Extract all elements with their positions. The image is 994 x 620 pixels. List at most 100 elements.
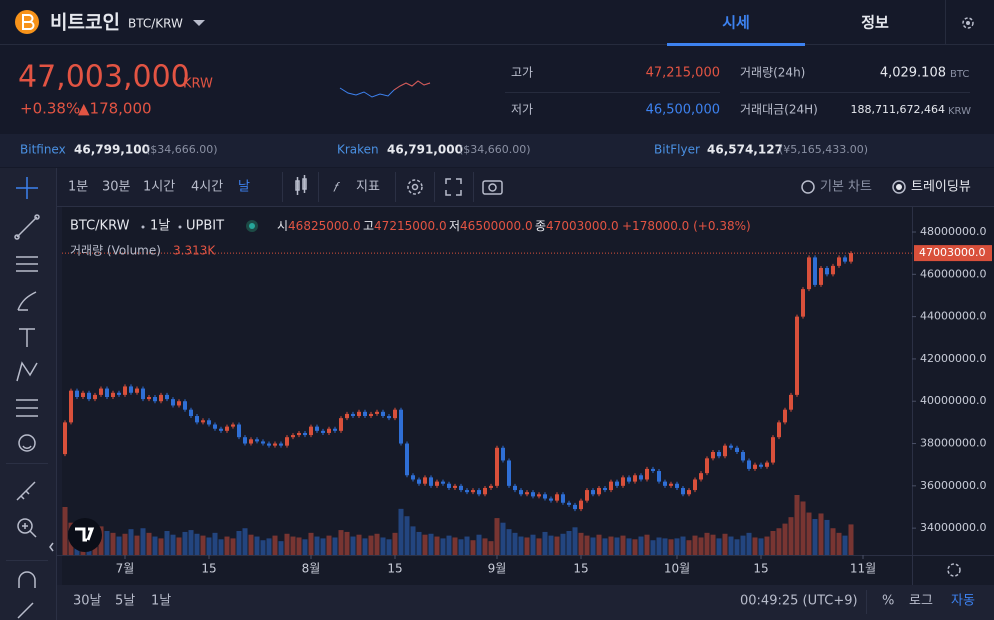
volume-bar — [146, 532, 152, 555]
volume-bar — [134, 535, 140, 555]
tradingview-logo[interactable] — [68, 518, 102, 552]
interval[interactable]: 1시간 — [143, 180, 175, 195]
volume-bar — [596, 534, 602, 555]
range[interactable]: 30날 — [73, 594, 102, 609]
volume-bar — [692, 535, 698, 555]
fullscreen-button[interactable] — [445, 178, 462, 196]
interval[interactable]: 30분 — [102, 180, 131, 195]
candle-body — [129, 386, 133, 393]
ohlc-label: 고 — [363, 219, 374, 233]
scale-option[interactable]: % — [882, 594, 894, 609]
interval[interactable]: 1분 — [68, 180, 88, 195]
candle-body — [375, 411, 379, 414]
volume-bar — [680, 536, 686, 555]
volume-bar — [674, 538, 680, 555]
separator-dot — [141, 225, 145, 229]
tab[interactable]: 시세 — [722, 14, 750, 32]
stat-label: 고가 — [511, 66, 533, 80]
volume-bar — [452, 537, 458, 555]
candle-body — [723, 445, 727, 457]
candle-body — [303, 432, 307, 436]
candle-body — [753, 464, 757, 469]
volume-bar — [518, 536, 524, 555]
candle-body — [117, 392, 121, 395]
scale-option[interactable]: 로그 — [909, 594, 933, 609]
x-tick-label: 15 — [387, 562, 402, 576]
candle-body — [279, 443, 283, 446]
volume-bar — [440, 538, 446, 555]
candle-body — [771, 437, 775, 463]
dropdown[interactable] — [193, 20, 205, 26]
volume-bar — [344, 531, 350, 555]
bottom-bar — [57, 585, 994, 620]
collapse-arrow[interactable] — [49, 542, 54, 552]
candle-body — [465, 490, 469, 493]
scale-settings[interactable] — [947, 563, 961, 577]
exchange-name[interactable]: Kraken — [337, 143, 379, 157]
divider — [6, 560, 48, 561]
tab[interactable]: 정보 — [861, 14, 889, 32]
candle-type-button[interactable] — [295, 175, 307, 195]
legend-exchange: UPBIT — [186, 219, 224, 234]
change-rate: +0.38% — [20, 100, 80, 118]
candle-body — [411, 475, 415, 480]
interval[interactable]: 날 — [238, 180, 250, 195]
range[interactable]: 1날 — [151, 594, 171, 609]
last-price-label: 47003000.0 — [919, 246, 985, 259]
volume-bar — [848, 524, 854, 555]
volume-bar — [140, 528, 146, 555]
radio[interactable] — [892, 180, 906, 194]
candle-body — [135, 388, 139, 393]
price-scale-border — [912, 206, 913, 585]
price: 47,003,000 — [18, 60, 190, 95]
volume-bar — [842, 535, 848, 555]
exchange-price: 46,791,000 — [387, 143, 463, 157]
drawing-tools[interactable] — [14, 177, 40, 619]
volume-bar — [302, 539, 308, 555]
x-tick-label: 9월 — [488, 562, 507, 576]
radio[interactable] — [801, 180, 815, 194]
candle-body — [735, 447, 739, 452]
candle-body — [207, 420, 211, 425]
interval[interactable]: 4시간 — [191, 180, 223, 195]
screenshot-button[interactable] — [482, 180, 503, 195]
candle-body — [381, 411, 385, 417]
x-tick-label: 15 — [201, 562, 216, 576]
exchange-usd: ($34,666.00) — [146, 143, 218, 156]
candle-body — [699, 473, 703, 480]
candle-body — [717, 451, 721, 457]
candle-body — [111, 392, 115, 397]
candle-body — [249, 439, 253, 444]
axes: 34000000.0 36000000.0 38000000.0 40000000.0… — [116, 225, 992, 576]
candle-body — [105, 388, 109, 397]
exchange-name[interactable]: BitFlyer — [654, 143, 700, 157]
legend-symbol: BTC/KRW — [70, 219, 130, 234]
candle-body — [747, 460, 751, 469]
candle-body — [333, 428, 337, 431]
volume-bar — [506, 529, 512, 555]
volume-bar — [176, 537, 182, 555]
candle-body — [357, 411, 361, 417]
fx-icon[interactable]: 𝑓 — [333, 181, 340, 196]
candle-body — [651, 468, 655, 472]
settings-button[interactable] — [407, 179, 423, 195]
settings[interactable] — [962, 17, 974, 29]
candle-body — [255, 439, 259, 442]
scale-option[interactable]: 자동 — [951, 594, 975, 609]
volume-bar — [836, 532, 842, 555]
indicator-button[interactable]: 지표 — [356, 180, 380, 195]
exchange-name[interactable]: Bitfinex — [20, 143, 66, 157]
volume-bar — [152, 536, 158, 555]
candle-body — [495, 447, 499, 486]
candle-body — [525, 492, 529, 495]
range[interactable]: 5날 — [115, 594, 135, 609]
candle-body — [849, 253, 853, 262]
volume-bar — [542, 531, 548, 555]
volume-bar — [368, 535, 374, 555]
divider — [505, 92, 720, 93]
change: ▲178,000 — [78, 100, 152, 118]
chart-mode[interactable]: 트레이딩뷰 — [911, 180, 971, 195]
volume-bar — [446, 535, 452, 555]
chart-mode[interactable]: 기본 차트 — [820, 180, 872, 195]
